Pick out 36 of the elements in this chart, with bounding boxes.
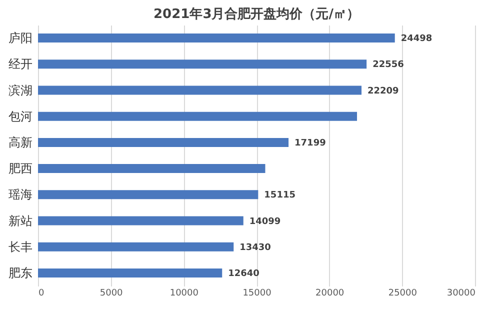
y-tick-label: 高新 [8,135,32,150]
x-tick-label: 25000 [388,288,418,298]
bar [38,242,234,252]
bar [38,60,367,69]
data-label: 15115 [264,190,296,201]
bar [38,216,244,226]
chart-title: 2021年3月合肥开盘均价（元/㎡） [154,6,360,22]
x-tick-label: 30000 [446,288,476,298]
x-tick-label: 10000 [170,288,199,298]
data-label: 22209 [368,86,399,96]
data-label: 22556 [372,60,404,70]
bar [38,138,289,147]
y-tick-label: 滨湖 [8,83,32,98]
data-label: 14099 [249,216,281,227]
data-label: 12640 [228,268,260,279]
bar [38,268,222,278]
bar [38,190,258,200]
x-tick-label: 20000 [316,288,344,298]
y-tick-label: 肥西 [8,162,32,176]
y-tick-label: 包河 [8,109,32,124]
x-tick-label: 0 [38,288,44,298]
y-tick-label: 肥东 [8,266,32,280]
x-tick-label: 15000 [242,288,272,298]
y-tick-label: 瑶海 [8,188,32,202]
y-tick-label: 经开 [8,57,32,72]
bar [38,112,358,121]
bar [38,34,395,43]
data-label: 24498 [400,34,432,44]
bar [38,86,362,95]
data-label: 17199 [294,138,326,148]
data-label: 13430 [240,242,271,253]
y-tick-label: 长丰 [8,240,32,254]
bar [38,164,266,174]
x-tick-label: 5000 [100,288,124,298]
y-tick-label: 新站 [8,214,32,228]
y-tick-label: 庐阳 [8,31,32,46]
